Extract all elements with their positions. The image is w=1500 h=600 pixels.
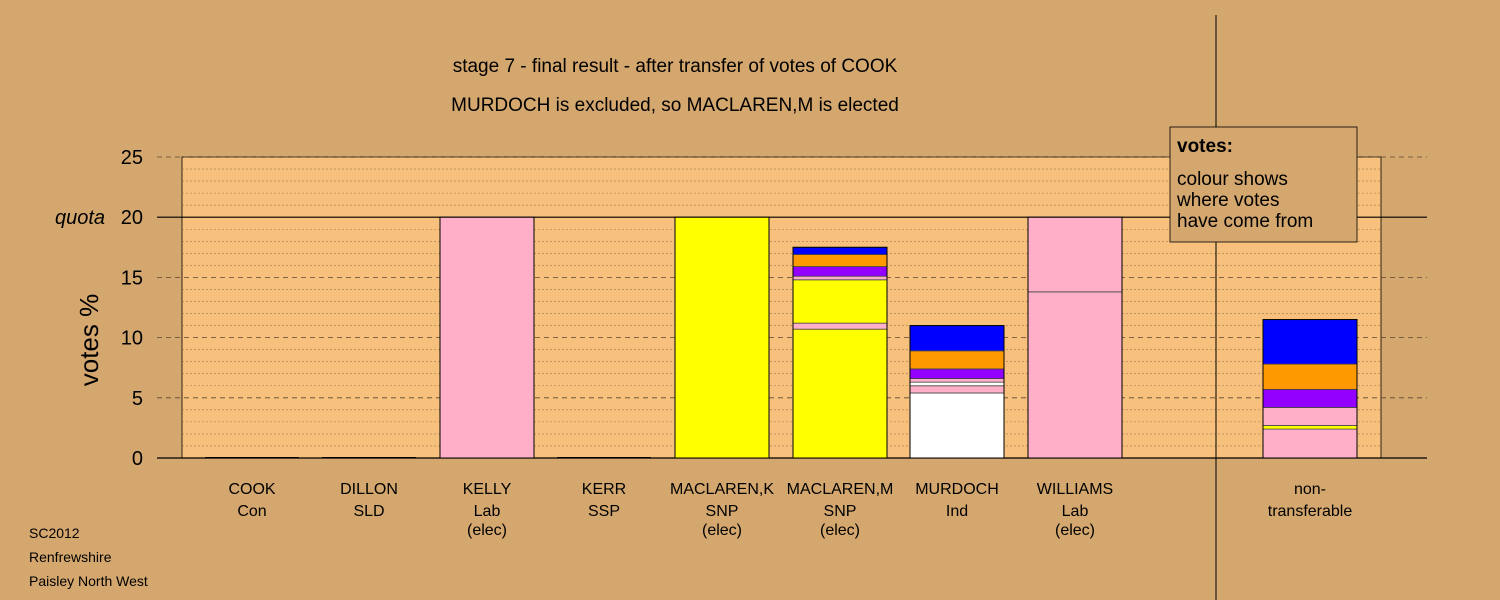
candidate-party: SSP <box>588 503 620 520</box>
candidate-status: (elec) <box>820 522 860 539</box>
candidate-status: (elec) <box>467 522 507 539</box>
candidate-party: Lab <box>474 503 501 520</box>
y-tick-label: 0 <box>132 448 143 470</box>
y-tick-label: 25 <box>121 147 143 169</box>
bar-segment <box>1027 216 1123 293</box>
bar-5 <box>674 216 770 459</box>
candidate-name: KERR <box>582 481 626 498</box>
bar-segment <box>1262 363 1358 390</box>
legend-text: colour shows <box>1177 169 1288 190</box>
y-tick-label: 10 <box>121 328 143 350</box>
bar-3 <box>439 216 535 459</box>
y-tick-label: 15 <box>121 267 143 289</box>
legend-text: where votes <box>1176 190 1279 211</box>
candidate-party: SNP <box>706 503 739 520</box>
bar-segment <box>1262 425 1358 430</box>
bar-segment <box>1027 291 1123 459</box>
candidate-party: transferable <box>1268 503 1353 520</box>
candidate-name: KELLY <box>463 481 512 498</box>
bar-outline <box>1027 216 1123 459</box>
chart-subtitle: MURDOCH is excluded, so MACLAREN,M is el… <box>451 95 899 116</box>
candidate-party: SLD <box>353 503 384 520</box>
bar-segment <box>909 378 1005 383</box>
quota-label: quota <box>55 207 105 229</box>
bar-segment <box>792 246 888 255</box>
bar-segment <box>1262 407 1358 426</box>
bar-9 <box>1262 319 1358 459</box>
bar-segment <box>792 328 888 459</box>
candidate-name: MURDOCH <box>915 481 999 498</box>
candidate-name: WILLIAMS <box>1037 481 1113 498</box>
footer-election: SC2012 <box>29 525 80 541</box>
bar-segment <box>792 266 888 277</box>
bar-segment <box>1262 428 1358 459</box>
bar-outline <box>909 325 1005 459</box>
footer-council: Renfrewshire <box>29 549 112 565</box>
candidate-party: SNP <box>824 503 857 520</box>
candidate-status: (elec) <box>702 522 742 539</box>
bar-outline <box>674 216 770 459</box>
chart-title: stage 7 - final result - after transfer … <box>453 56 898 77</box>
bar-segment <box>909 385 1005 394</box>
bar-segment <box>909 350 1005 370</box>
candidate-party: Lab <box>1062 503 1089 520</box>
y-tick-label: 5 <box>132 388 143 410</box>
bar-segment <box>909 392 1005 459</box>
bar-segment <box>909 368 1005 379</box>
legend-box <box>1169 126 1358 243</box>
bar-segment <box>792 279 888 324</box>
candidate-name: MACLAREN,M <box>787 481 894 498</box>
y-tick-label: 20 <box>121 207 143 229</box>
footer-ward: Paisley North West <box>29 573 148 589</box>
bar-segment <box>792 275 888 281</box>
bar-8 <box>1027 216 1123 459</box>
bar-outline <box>439 216 535 459</box>
bar-segment <box>674 216 770 459</box>
bar-segment <box>439 216 535 459</box>
bar-segment <box>792 254 888 267</box>
bar-segment <box>909 325 1005 352</box>
candidate-party: Con <box>237 503 266 520</box>
candidate-status: (elec) <box>1055 522 1095 539</box>
legend-text: have come from <box>1177 211 1313 232</box>
footer: SC2012 Renfrewshire Paisley North West <box>29 521 148 593</box>
bar-segment <box>792 322 888 330</box>
candidate-party: Ind <box>946 503 968 520</box>
bar-outline <box>1262 319 1358 459</box>
bar-7 <box>909 325 1005 459</box>
y-axis-label: votes % <box>74 294 104 387</box>
bar-outline <box>792 246 888 459</box>
bar-segment <box>1262 388 1358 408</box>
legend-title: votes: <box>1177 136 1233 157</box>
bar-segment <box>1262 319 1358 365</box>
candidate-name: DILLON <box>340 481 398 498</box>
bar-segment <box>909 381 1005 387</box>
bar-6 <box>792 246 888 459</box>
candidate-name: non- <box>1294 481 1326 498</box>
candidate-name: MACLAREN,K <box>670 481 774 498</box>
candidate-name: COOK <box>228 481 275 498</box>
